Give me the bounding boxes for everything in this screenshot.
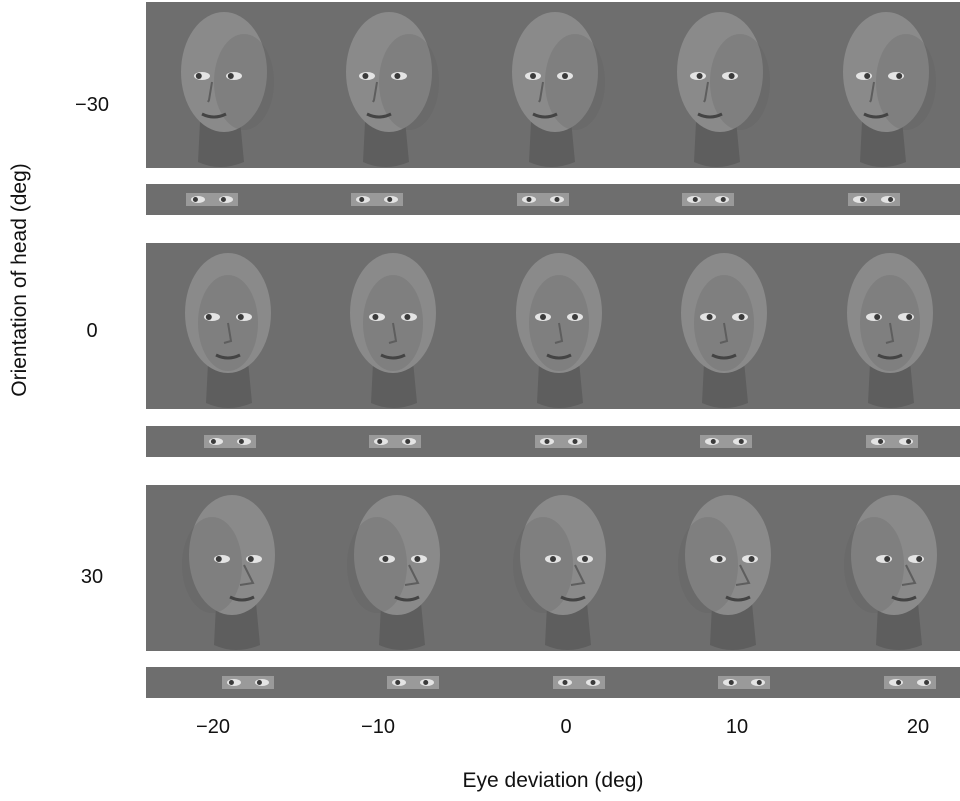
face-image-r0-c1	[350, 253, 436, 408]
eye-strip-image-r0-c1	[369, 435, 421, 448]
eye-strip-image-r30-c0	[222, 676, 274, 689]
eye-strip-image-r0-c4	[866, 435, 918, 448]
face-image-r30-c4	[844, 495, 937, 650]
row-label-head-0: 0	[86, 320, 98, 342]
eye-strip-image-r30-c4	[884, 676, 936, 689]
face-image-rminus30-c2	[512, 12, 605, 167]
eye-strip-image-rminus30-c1	[351, 193, 403, 206]
eye-strip-image-rminus30-c3	[682, 193, 734, 206]
row-label-head-30: 30	[80, 566, 104, 588]
face-image-r0-c2	[516, 253, 602, 408]
eye-strip-image-r30-c2	[553, 676, 605, 689]
col-label-eye-0: 0	[560, 716, 572, 738]
eye-strip-image-r30-c3	[718, 676, 770, 689]
eye-strip-image-rminus30-c2	[517, 193, 569, 206]
eye-strip-image-r0-c0	[204, 435, 256, 448]
col-label-eye-20: 20	[906, 716, 930, 738]
face-image-r30-c0	[182, 495, 275, 650]
eye-strip-image-r0-c3	[700, 435, 752, 448]
face-image-rminus30-c4	[843, 12, 936, 167]
eye-strip-image-r0-c2	[535, 435, 587, 448]
col-label-eye-minus20: −20	[196, 716, 230, 738]
row-label-head-minus30: −30	[75, 94, 109, 116]
eye-strip-image-r30-c1	[387, 676, 439, 689]
face-image-rminus30-c3	[677, 12, 770, 167]
eye-strip-image-rminus30-c0	[186, 193, 238, 206]
face-image-r0-c4	[847, 253, 933, 408]
face-image-rminus30-c1	[346, 12, 439, 167]
face-image-r0-c0	[185, 253, 271, 408]
eye-strip-image-rminus30-c4	[848, 193, 900, 206]
col-label-eye-10: 10	[725, 716, 749, 738]
face-image-r30-c3	[678, 495, 771, 650]
face-image-r30-c2	[513, 495, 606, 650]
face-image-r30-c1	[347, 495, 440, 650]
x-axis-title: Eye deviation (deg)	[462, 769, 644, 792]
col-label-eye-minus10: −10	[361, 716, 395, 738]
face-image-r0-c3	[681, 253, 767, 408]
face-image-rminus30-c0	[181, 12, 274, 167]
